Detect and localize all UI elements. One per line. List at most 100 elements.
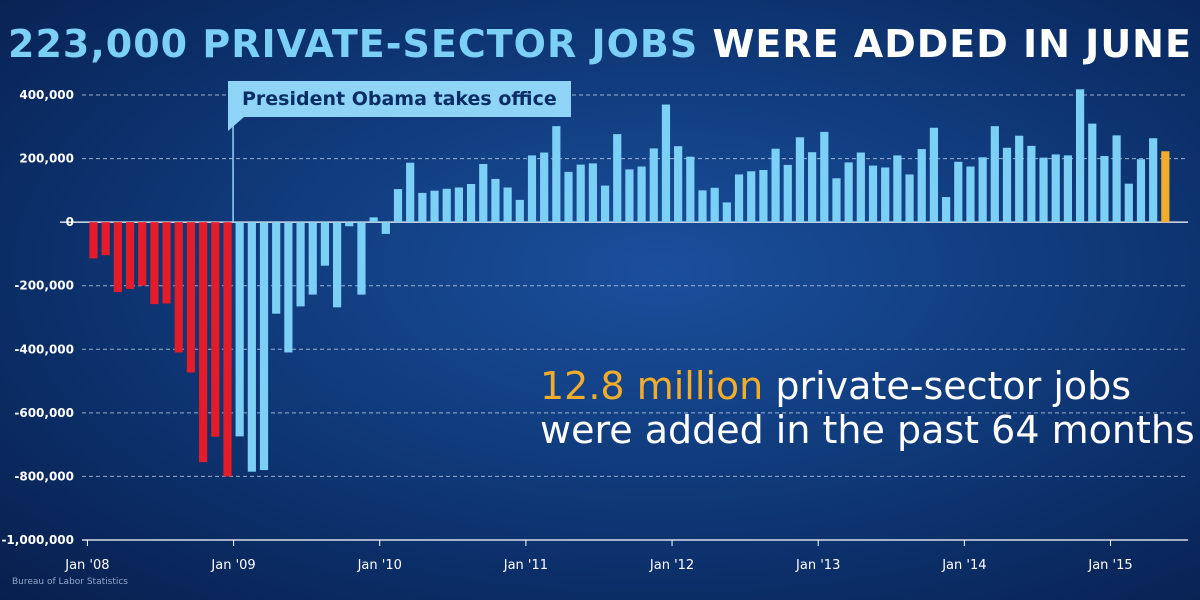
bar [284,222,293,353]
bar [174,222,183,353]
bar [625,169,634,223]
y-tick-label: -800,000 [14,469,74,483]
bar [759,170,768,223]
bar [783,164,792,223]
bar [138,222,147,286]
bar [125,222,135,289]
bar [247,222,256,472]
bar [990,126,999,223]
bar [199,222,208,463]
bar [1112,135,1121,223]
bar [296,222,305,307]
bar [661,104,671,223]
bar [917,149,926,223]
x-tick-label: Jan '09 [210,558,255,573]
title-highlight: 223,000 PRIVATE-SECTOR JOBS [8,22,699,66]
callout-line-2: were added in the past 64 months [540,408,1195,452]
bar [418,192,427,223]
bar [466,184,476,223]
bar [430,190,439,223]
y-tick-label: -400,000 [14,342,74,356]
bar [808,152,817,223]
callout-line-1: 12.8 million private-sector jobs [540,364,1180,408]
x-tick-label: Jan '08 [64,558,109,573]
bar [820,131,829,223]
bar [320,222,330,266]
bar [1100,156,1109,223]
bar [393,189,403,223]
bar [893,155,902,223]
bar [89,222,98,259]
callout-highlight: 12.8 million [540,364,764,408]
x-tick-label: Jan '14 [941,558,986,573]
bar [503,187,512,223]
bar [722,202,731,223]
bar [613,134,622,223]
bar [259,222,269,471]
bar [929,127,939,223]
bar [868,165,878,223]
annotation-tail [228,117,244,131]
bar [576,164,585,223]
y-tick-label: 200,000 [19,152,74,166]
bar [308,222,317,295]
bar [515,199,524,223]
bar [491,178,500,223]
bar [211,222,220,437]
bar [1039,157,1048,223]
bar [272,222,281,314]
bar [381,222,390,234]
bar [905,174,914,223]
x-tick-label: Jan '13 [795,558,840,573]
bar [881,167,890,223]
bar [369,217,378,223]
bar [479,163,488,223]
bar [954,161,963,223]
bar [1063,155,1072,223]
bar [832,178,841,223]
bar [357,222,366,295]
source-note: Bureau of Labor Statistics [12,577,128,587]
y-tick-label: 400,000 [19,88,74,102]
bar [795,137,805,223]
bar [1051,154,1060,223]
bar [406,162,415,223]
bar [942,197,951,223]
x-tick-label: Jan '11 [503,558,548,573]
bar [540,152,549,223]
x-tick-label: Jan '10 [357,558,402,573]
bar [1002,147,1012,223]
bar [442,188,451,223]
bar [564,171,573,223]
bar [1136,159,1146,223]
chart-title: 223,000 PRIVATE-SECTOR JOBS WERE ADDED I… [0,22,1200,66]
bar [1088,123,1097,223]
bar [637,166,646,223]
bar [101,222,110,256]
bar [552,126,561,223]
bar [186,222,196,373]
bar [1075,89,1085,223]
bar [1161,151,1170,223]
bar [771,148,780,223]
callout-text: 12.8 million private-sector jobs were ad… [540,364,1195,452]
callout-line-1-rest: private-sector jobs [775,364,1132,408]
bar [1027,145,1036,223]
title-rest: WERE ADDED IN JUNE [712,22,1192,66]
bar [649,148,658,223]
y-tick-label: -600,000 [14,406,74,420]
bar [734,174,744,223]
bar [698,190,707,223]
y-tick-label: 0 [66,215,74,229]
bar [113,222,122,293]
bar [686,156,695,223]
bar [527,155,537,223]
bar [162,222,171,304]
bar [966,166,975,223]
bar [588,163,597,223]
bar [235,222,244,437]
y-tick-label: -1,000,000 [1,533,74,547]
x-tick-label: Jan '15 [1087,558,1132,573]
